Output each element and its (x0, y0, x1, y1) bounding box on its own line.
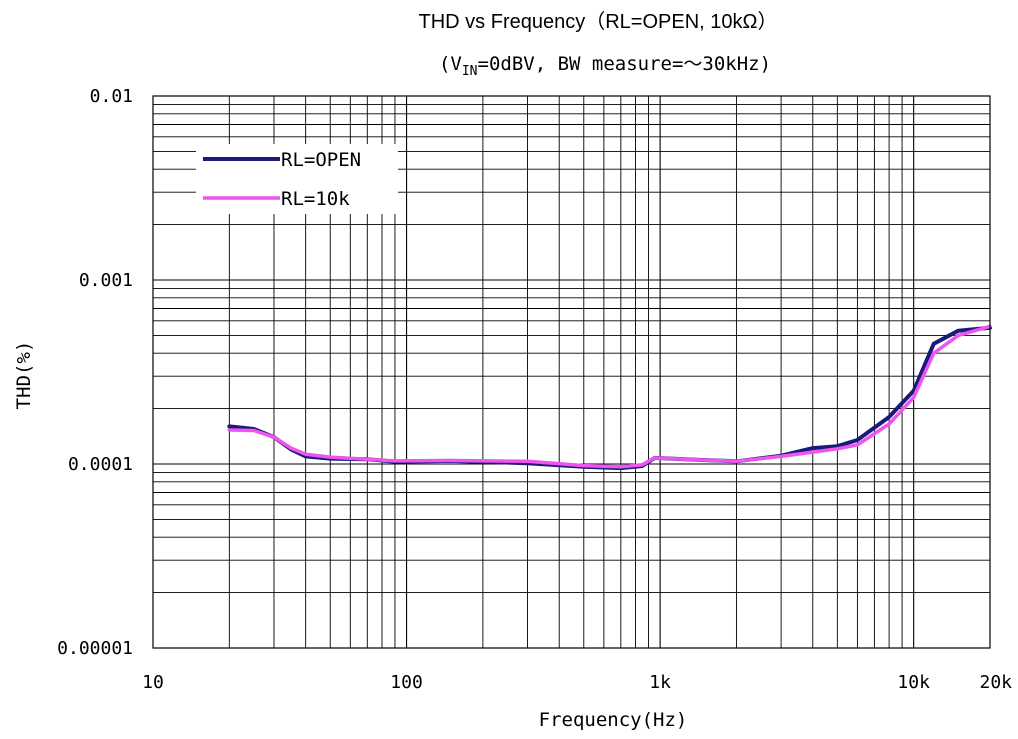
chart-subtitle: (VIN=0dBV, BW measure=～30kHz) (439, 53, 771, 79)
legend-label-2: RL=10k (281, 188, 350, 210)
y-tick-label: 0.00001 (57, 638, 133, 659)
y-axis-ticks: 0.01 0.001 0.0001 0.00001 (57, 86, 133, 659)
x-tick-label: 10k (897, 672, 930, 693)
x-axis-label: Frequency(Hz) (539, 709, 688, 731)
series-line-1 (227, 325, 992, 471)
chart-title: THD vs Frequency（RL=OPEN, 10kΩ） (419, 10, 778, 33)
y-tick-label: 0.01 (90, 86, 133, 107)
y-tick-label: 0.001 (79, 270, 133, 291)
x-tick-label: 100 (390, 672, 423, 693)
subtitle-suffix: =0dBV, BW measure=～30kHz) (478, 53, 772, 75)
subtitle-prefix: (V (439, 53, 462, 75)
subtitle-subscript: IN (462, 64, 478, 79)
x-tick-label: 20k (979, 672, 1012, 693)
plot-frame (152, 95, 991, 649)
legend-label-1: RL=OPEN (281, 149, 361, 171)
series-line-2 (227, 324, 992, 469)
y-tick-label: 0.0001 (68, 454, 133, 475)
x-tick-label: 1k (649, 672, 671, 693)
x-tick-label: 10 (142, 672, 164, 693)
y-axis-label: THD(%) (13, 341, 35, 410)
series-layer (227, 324, 992, 471)
legend: RL=OPEN RL=10k (196, 144, 398, 214)
legend-box (196, 144, 398, 214)
x-axis-ticks: 10 100 1k 10k 20k (142, 672, 1012, 693)
